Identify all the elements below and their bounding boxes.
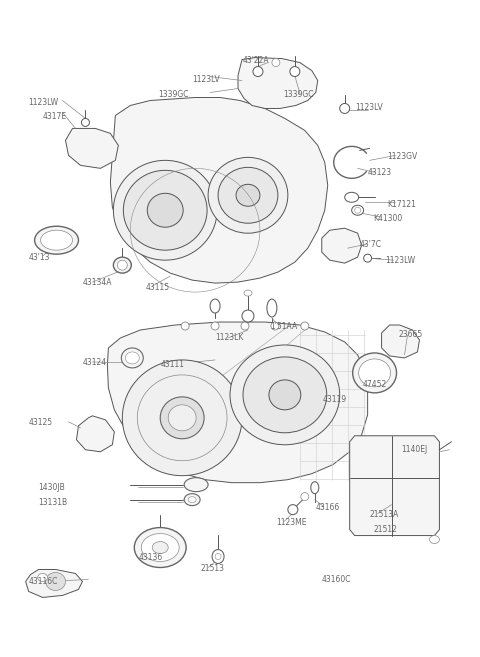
Text: 23665: 23665: [398, 330, 423, 339]
Ellipse shape: [184, 493, 200, 506]
Text: 1123ME: 1123ME: [276, 518, 306, 527]
Ellipse shape: [241, 322, 249, 330]
Ellipse shape: [243, 357, 327, 433]
Ellipse shape: [244, 290, 252, 296]
Text: 43160C: 43160C: [322, 576, 351, 585]
Text: 1123GV: 1123GV: [387, 152, 418, 162]
Ellipse shape: [352, 205, 364, 215]
Polygon shape: [110, 97, 328, 283]
Text: 43'13: 43'13: [29, 253, 50, 262]
Text: 43115: 43115: [145, 283, 169, 292]
Text: 43123: 43123: [368, 168, 392, 177]
Text: 43166: 43166: [316, 503, 340, 512]
Ellipse shape: [301, 322, 309, 330]
Ellipse shape: [121, 348, 144, 368]
Ellipse shape: [211, 322, 219, 330]
Ellipse shape: [311, 482, 319, 493]
Text: K17121: K17121: [387, 200, 417, 210]
Text: 1123LV: 1123LV: [356, 103, 384, 112]
Text: 1123LW: 1123LW: [29, 99, 59, 108]
Ellipse shape: [113, 160, 217, 260]
Text: 1339GC: 1339GC: [283, 89, 313, 99]
Ellipse shape: [46, 572, 65, 591]
Text: 1123LK: 1123LK: [215, 333, 243, 342]
Ellipse shape: [125, 352, 139, 364]
Ellipse shape: [271, 322, 279, 330]
Text: 21513A: 21513A: [370, 510, 399, 518]
Text: 43111: 43111: [160, 360, 184, 369]
Ellipse shape: [141, 533, 179, 562]
Ellipse shape: [152, 541, 168, 554]
Ellipse shape: [210, 299, 220, 313]
Ellipse shape: [181, 322, 189, 330]
Ellipse shape: [117, 260, 127, 270]
Text: 21512: 21512: [373, 524, 397, 533]
Text: 43134A: 43134A: [83, 278, 112, 287]
Ellipse shape: [122, 360, 242, 476]
Polygon shape: [25, 570, 83, 597]
Text: 43116C: 43116C: [29, 578, 58, 587]
Ellipse shape: [345, 193, 359, 202]
Ellipse shape: [267, 299, 277, 317]
Ellipse shape: [208, 158, 288, 233]
Polygon shape: [322, 228, 361, 263]
Text: K41300: K41300: [373, 214, 403, 223]
Text: 43124: 43124: [83, 358, 107, 367]
Ellipse shape: [359, 359, 391, 387]
Polygon shape: [108, 322, 368, 483]
Ellipse shape: [236, 185, 260, 206]
Text: 47452: 47452: [363, 380, 387, 389]
Ellipse shape: [123, 170, 207, 250]
Text: 1'51AA: 1'51AA: [270, 322, 297, 331]
Polygon shape: [350, 436, 439, 535]
Ellipse shape: [364, 254, 372, 262]
Ellipse shape: [218, 168, 278, 223]
Ellipse shape: [168, 405, 196, 431]
Text: 1140EJ: 1140EJ: [402, 445, 428, 454]
Text: 43125: 43125: [29, 418, 53, 427]
Ellipse shape: [35, 226, 78, 254]
Text: 43'7C: 43'7C: [360, 240, 382, 249]
Text: 1123LV: 1123LV: [192, 74, 220, 83]
Ellipse shape: [134, 528, 186, 568]
Ellipse shape: [113, 257, 132, 273]
Ellipse shape: [290, 66, 300, 76]
Ellipse shape: [147, 193, 183, 227]
Text: 4317E: 4317E: [43, 112, 67, 122]
Ellipse shape: [230, 345, 340, 445]
Polygon shape: [238, 58, 318, 108]
Ellipse shape: [184, 478, 208, 491]
Text: 43136: 43136: [138, 553, 163, 562]
Ellipse shape: [82, 118, 89, 126]
Ellipse shape: [355, 207, 360, 214]
Ellipse shape: [288, 505, 298, 514]
Text: 1123LW: 1123LW: [385, 256, 416, 265]
Text: 1339GC: 1339GC: [158, 89, 189, 99]
Ellipse shape: [430, 535, 439, 543]
Text: 43'22A: 43'22A: [243, 56, 270, 64]
Ellipse shape: [340, 103, 350, 114]
Ellipse shape: [212, 549, 224, 564]
Text: 13131B: 13131B: [38, 497, 68, 507]
Ellipse shape: [188, 497, 196, 503]
Text: 21513: 21513: [200, 564, 224, 572]
Ellipse shape: [242, 310, 254, 322]
Ellipse shape: [160, 397, 204, 439]
Ellipse shape: [37, 574, 48, 581]
Ellipse shape: [272, 58, 280, 66]
Ellipse shape: [215, 554, 221, 560]
Ellipse shape: [301, 493, 309, 501]
Ellipse shape: [269, 380, 301, 410]
Polygon shape: [382, 325, 420, 358]
Ellipse shape: [353, 353, 396, 393]
Text: 43119: 43119: [323, 395, 347, 404]
Text: 1430JB: 1430JB: [38, 483, 65, 491]
Ellipse shape: [41, 230, 72, 250]
Polygon shape: [65, 128, 119, 168]
Polygon shape: [76, 416, 114, 452]
Ellipse shape: [253, 66, 263, 76]
